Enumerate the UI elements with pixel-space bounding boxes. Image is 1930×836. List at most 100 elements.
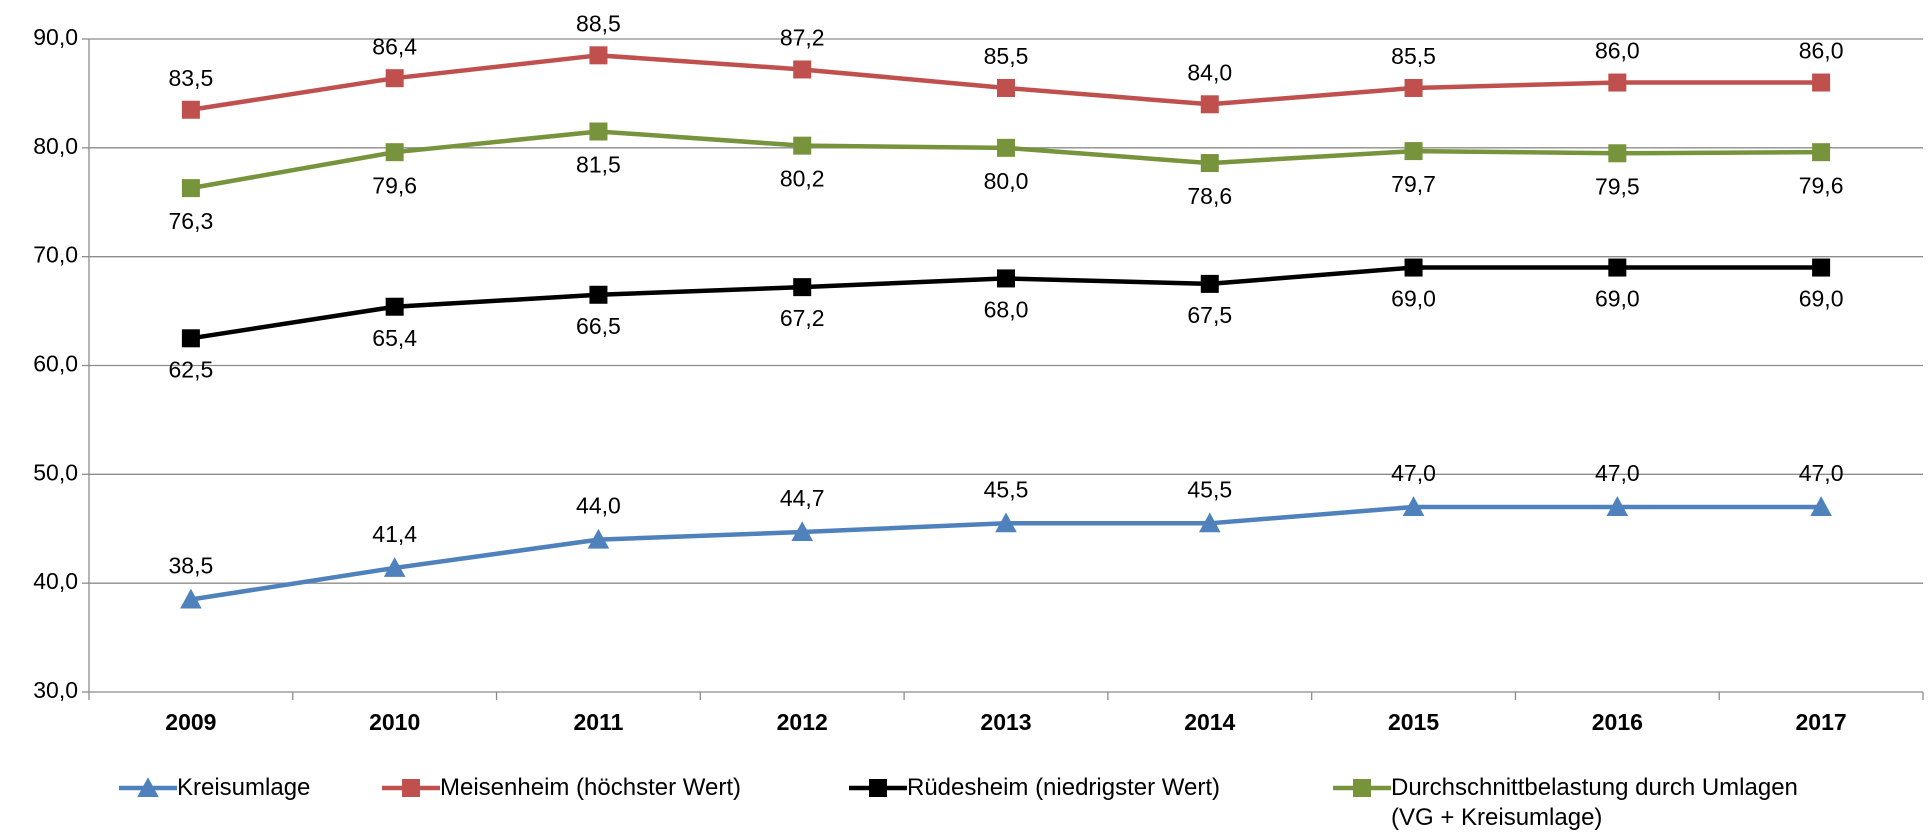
data-label: 47,0 <box>1799 460 1844 486</box>
data-label: 79,7 <box>1391 171 1436 197</box>
marker <box>995 512 1017 533</box>
y-tick-label: 30,0 <box>33 677 78 703</box>
data-label: 87,2 <box>780 25 825 51</box>
legend-item: Kreisumlage <box>119 773 310 803</box>
data-label: 85,5 <box>984 43 1029 69</box>
data-label: 86,0 <box>1799 38 1844 64</box>
marker <box>383 557 406 577</box>
marker <box>1404 142 1423 161</box>
data-label: 62,5 <box>169 356 214 382</box>
x-tick-label: 2013 <box>980 709 1031 735</box>
marker <box>1606 496 1629 516</box>
marker <box>1353 779 1371 797</box>
data-label: 80,0 <box>984 168 1029 194</box>
x-tick-label: 2016 <box>1592 709 1643 735</box>
legend-key <box>382 779 440 797</box>
data-label: 79,6 <box>1799 172 1844 198</box>
y-tick-label: 90,0 <box>33 24 78 50</box>
x-tick-label: 2010 <box>369 709 420 735</box>
marker <box>997 138 1015 157</box>
y-tick-label: 70,0 <box>33 242 78 268</box>
marker <box>1402 496 1425 516</box>
y-tick-label: 50,0 <box>33 459 78 485</box>
data-label: 68,0 <box>984 297 1029 323</box>
data-label: 79,5 <box>1595 173 1640 199</box>
marker <box>1608 144 1627 163</box>
data-label: 67,2 <box>780 305 825 331</box>
data-label: 69,0 <box>1595 286 1640 312</box>
marker <box>385 143 404 162</box>
data-label: 81,5 <box>576 152 621 178</box>
data-label: 65,4 <box>372 325 417 351</box>
y-tick-label: 60,0 <box>33 351 78 377</box>
marker <box>793 278 812 297</box>
marker <box>1404 258 1423 277</box>
marker <box>997 78 1015 97</box>
legend-label: Rüdesheim (niedrigster Wert) <box>907 774 1220 801</box>
marker <box>1200 154 1219 173</box>
data-label: 85,5 <box>1391 43 1436 69</box>
data-label: 88,5 <box>576 10 621 36</box>
data-label: 83,5 <box>169 65 214 91</box>
marker <box>137 777 159 797</box>
data-label: 47,0 <box>1595 460 1640 486</box>
data-label: 78,6 <box>1187 183 1232 209</box>
chart: 30,0 40,0 50,0 60,0 70,0 80,0 90,0 2009 2010 2011… <box>33 10 1924 735</box>
data-label: 41,4 <box>372 521 417 547</box>
data-label: 84,0 <box>1187 59 1232 85</box>
marker <box>1200 274 1219 293</box>
data-label: 69,0 <box>1799 286 1844 312</box>
data-label: 86,4 <box>372 33 417 59</box>
marker <box>1608 73 1627 92</box>
data-label: 45,5 <box>984 476 1029 502</box>
data-label: 66,5 <box>576 313 621 339</box>
marker <box>1812 73 1831 92</box>
marker <box>793 136 812 155</box>
legend-key <box>849 779 907 797</box>
data-label: 67,5 <box>1187 302 1232 328</box>
data-label: 44,0 <box>576 493 621 519</box>
x-tick-label: 2009 <box>165 709 216 735</box>
legend-key <box>1333 779 1391 797</box>
x-tick-label: 2014 <box>1184 709 1235 735</box>
x-tick-label: 2015 <box>1388 709 1439 735</box>
marker <box>791 521 814 542</box>
marker <box>587 528 610 549</box>
marker <box>869 779 887 797</box>
x-tick-label: 2011 <box>573 709 623 735</box>
data-label: 45,5 <box>1187 476 1232 502</box>
marker <box>402 779 420 797</box>
x-tick-label: 2012 <box>777 709 828 735</box>
data-label: 79,6 <box>372 172 417 198</box>
x-tick-label: 2017 <box>1796 709 1847 735</box>
marker <box>181 179 200 198</box>
legend-label: Kreisumlage <box>177 774 311 801</box>
marker <box>793 60 812 79</box>
marker <box>1404 78 1423 97</box>
legend-item: Durchschnittbelastung durch Umlagen (VG … <box>1333 773 1841 833</box>
marker <box>1608 258 1627 277</box>
marker <box>589 285 608 304</box>
marker <box>1198 512 1221 533</box>
legend-item: Rüdesheim (niedrigster Wert) <box>849 773 1220 803</box>
data-label: 69,0 <box>1391 286 1436 312</box>
y-tick-label: 80,0 <box>33 133 78 159</box>
marker <box>385 297 404 316</box>
legend-label: Meisenheim (höchster Wert) <box>440 774 741 801</box>
data-label: 76,3 <box>169 208 214 234</box>
data-label: 86,0 <box>1595 38 1640 64</box>
data-label: 47,0 <box>1391 460 1436 486</box>
marker <box>589 46 608 65</box>
marker <box>1200 95 1219 114</box>
marker <box>181 329 200 348</box>
data-label: 44,7 <box>780 485 825 511</box>
legend-item: Meisenheim (höchster Wert) <box>382 773 741 803</box>
legend-label: Durchschnittbelastung durch Umlagen (VG … <box>1391 774 1798 831</box>
marker <box>1810 496 1832 516</box>
data-label: 38,5 <box>169 553 214 579</box>
marker <box>1812 143 1831 162</box>
legend-key <box>119 777 177 797</box>
marker <box>997 269 1015 288</box>
data-label: 80,2 <box>780 166 825 192</box>
